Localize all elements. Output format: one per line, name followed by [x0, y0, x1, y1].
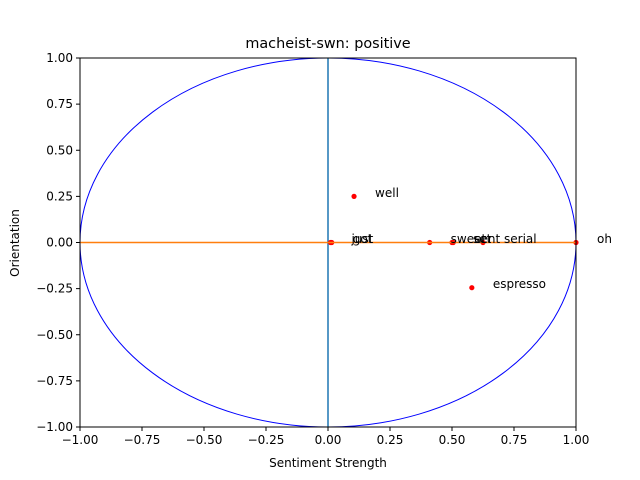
- y-tick-label: −0.25: [36, 282, 73, 296]
- y-tick-label: 1.00: [46, 51, 73, 65]
- x-axis-label: Sentiment Strength: [269, 456, 387, 470]
- point-label-set: set: [473, 232, 492, 246]
- y-tick-label: −1.00: [36, 420, 73, 434]
- y-tick-label: 0.75: [46, 97, 73, 111]
- data-point-espresso: [469, 285, 475, 291]
- y-tick-label: −0.50: [36, 328, 73, 342]
- y-tick-label: 0.25: [46, 189, 73, 203]
- y-axis-label: Orientation: [8, 209, 22, 277]
- x-tick-label: −0.75: [124, 433, 161, 447]
- point-label-espresso: espresso: [493, 277, 546, 291]
- point-label-oh: oh: [597, 232, 612, 246]
- chart-title: macheist-swn: positive: [245, 36, 410, 52]
- point-label-well: well: [375, 186, 399, 200]
- x-tick-label: −0.25: [248, 433, 285, 447]
- point-label-sent: sent: [474, 232, 500, 246]
- point-label-got: got: [353, 232, 373, 246]
- x-tick-label: 0.25: [377, 433, 404, 447]
- point-label-serial: serial: [504, 232, 537, 246]
- x-tick-label: −1.00: [62, 433, 99, 447]
- data-point-well: [351, 193, 357, 199]
- y-tick-label: 0.50: [46, 143, 73, 157]
- x-tick-label: 1.00: [563, 433, 590, 447]
- x-tick-label: −0.50: [186, 433, 223, 447]
- point-label-sweet: sweet: [451, 232, 487, 246]
- y-tick-label: 0.00: [46, 236, 73, 250]
- x-tick-label: 0.00: [315, 433, 342, 447]
- point-label-just: just: [350, 232, 373, 246]
- x-tick-label: 0.50: [439, 433, 466, 447]
- y-tick-label: −0.75: [36, 374, 73, 388]
- x-tick-label: 0.75: [501, 433, 528, 447]
